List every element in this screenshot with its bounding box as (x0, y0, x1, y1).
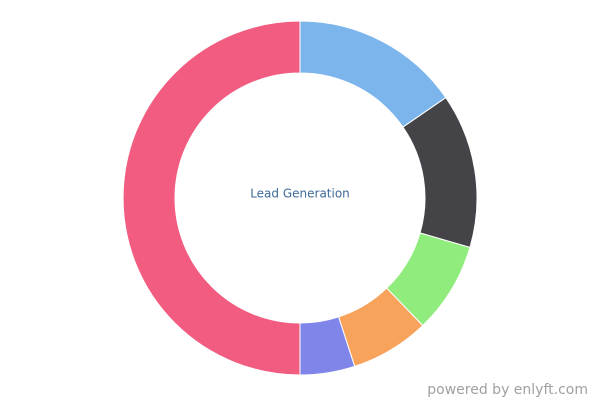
donut-segment (386, 232, 471, 327)
center-label: Lead Generation (250, 187, 350, 201)
donut-segment (402, 96, 478, 249)
donut-segment (122, 20, 301, 376)
donut-segment (299, 316, 356, 376)
watermark: powered by enlyft.com (427, 382, 588, 398)
donut-segment (337, 287, 424, 367)
donut-segment (299, 20, 447, 128)
